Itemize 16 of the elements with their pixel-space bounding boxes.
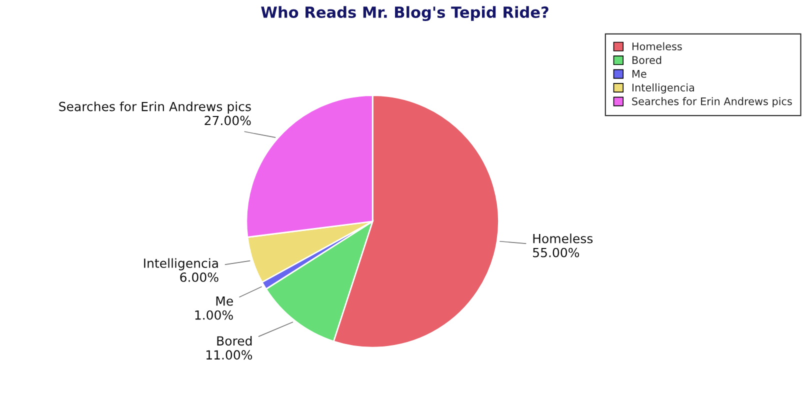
chart-title: Who Reads Mr. Blog's Tepid Ride? — [261, 6, 548, 22]
slice-label: Me — [216, 296, 233, 306]
slice-label: Intelligencia — [144, 258, 218, 270]
legend-label: Searches for Erin Andrews pics — [632, 97, 792, 108]
data-label: 27.00% — [204, 116, 251, 126]
legend-label: Me — [632, 70, 646, 78]
data-label: 55.00% — [533, 248, 580, 258]
legend-label: Homeless — [632, 42, 682, 50]
legend-label: Bored — [632, 56, 662, 64]
data-label: 11.00% — [206, 350, 252, 360]
slice-label: Bored — [217, 336, 252, 346]
data-label: 1.00% — [195, 310, 233, 320]
slice-label: Homeless — [533, 234, 593, 244]
data-label: 6.00% — [180, 272, 218, 282]
slice-label: Searches for Erin Andrews pics — [59, 102, 251, 114]
legend-label: Intelligencia — [632, 83, 694, 94]
